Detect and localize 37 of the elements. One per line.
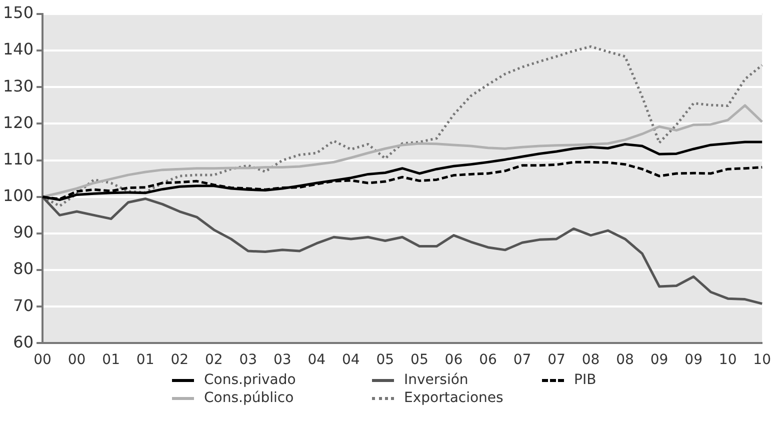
x-tick-label: 02: [204, 352, 223, 368]
legend-label: Inversión: [404, 372, 468, 388]
y-tick-label: 80: [13, 259, 34, 278]
x-tick-label: 08: [616, 352, 634, 368]
y-tick-label: 120: [2, 112, 34, 132]
x-tick-label: 09: [684, 352, 702, 368]
x-tick-label: 02: [170, 352, 189, 368]
y-tick-label: 140: [2, 40, 34, 59]
legend-label: Cons.privado: [204, 372, 296, 388]
x-tick-label: 03: [239, 352, 258, 368]
y-tick-label: 100: [2, 186, 34, 206]
y-tick-label: 150: [2, 3, 34, 22]
x-tick-label: 10: [753, 352, 772, 368]
legend-label: Exportaciones: [404, 390, 504, 406]
y-tick-label: 70: [13, 296, 34, 315]
legend-label: Cons.público: [204, 390, 294, 406]
x-tick-label: 04: [308, 352, 326, 368]
x-tick-label: 09: [650, 352, 668, 368]
x-tick-label: 07: [548, 352, 566, 368]
x-tick-label: 03: [273, 352, 292, 368]
x-tick-label: 04: [342, 352, 360, 368]
x-tick-label: 01: [136, 352, 154, 368]
x-tick-label: 01: [102, 352, 120, 368]
x-tick-label: 06: [444, 352, 463, 368]
y-tick-label: 90: [13, 222, 34, 242]
x-tick-label: 00: [34, 352, 52, 368]
y-tick-label: 110: [2, 149, 34, 168]
x-tick-label: 05: [376, 352, 394, 368]
x-tick-label: 07: [513, 352, 532, 368]
y-tick-label: 60: [13, 332, 34, 352]
x-tick-label: 05: [410, 352, 428, 368]
x-tick-label: 00: [68, 352, 86, 368]
x-tick-label: 10: [718, 352, 737, 368]
legend-label: PIB: [574, 372, 596, 388]
y-tick-label: 130: [2, 76, 34, 96]
x-tick-label: 08: [582, 352, 600, 368]
x-tick-label: 06: [479, 352, 497, 368]
